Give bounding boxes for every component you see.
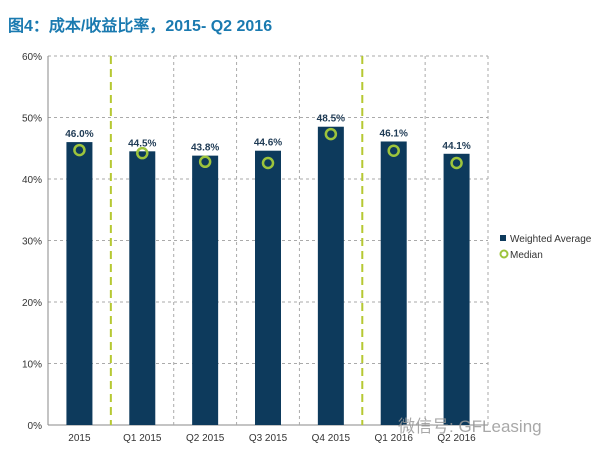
x-tick-label: Q4 2015 [312,433,351,444]
y-tick-label: 40% [22,175,42,186]
data-label: 44.6% [254,138,282,149]
data-label: 43.8% [191,143,219,154]
median-marker [136,146,149,160]
data-label: 44.5% [128,138,156,149]
data-label: 44.1% [442,141,470,152]
legend-label: Weighted Average [510,234,592,245]
median-marker [324,127,338,141]
y-tick-label: 60% [22,52,42,63]
bar [317,126,344,425]
y-tick-label: 10% [22,360,42,371]
median-marker [198,155,212,169]
legend-swatch-median [499,249,509,259]
x-tick-label: Q2 2015 [186,433,225,444]
bar [66,142,93,425]
x-tick-label: Q2 2016 [437,433,476,444]
x-tick-label: Q1 2016 [375,433,414,444]
y-tick-label: 20% [22,298,42,309]
x-tick-label: 2015 [68,433,91,444]
legend-swatch-weighted-average [500,235,506,241]
median-marker [387,144,400,157]
y-tick-label: 50% [22,114,42,125]
median-marker [261,156,275,170]
y-tick-label: 30% [22,237,42,248]
legend-label: Median [510,250,543,261]
bar [443,153,470,425]
median-marker [450,156,463,170]
data-label: 48.5% [317,114,345,125]
bar [129,151,156,425]
chart-title: 图4：成本/收益比率，2015- Q2 2016 [8,18,273,35]
bar [380,141,407,426]
bar [192,155,219,425]
data-label: 46.0% [65,129,93,140]
watermark: 微信号: GFLeasing [398,417,542,436]
x-tick-label: Q1 2015 [123,433,162,444]
bar [255,150,281,425]
data-label: 46.1% [380,128,408,139]
x-tick-label: Q3 2015 [249,433,288,444]
y-tick-label: 0% [28,421,43,432]
median-marker [73,143,86,157]
